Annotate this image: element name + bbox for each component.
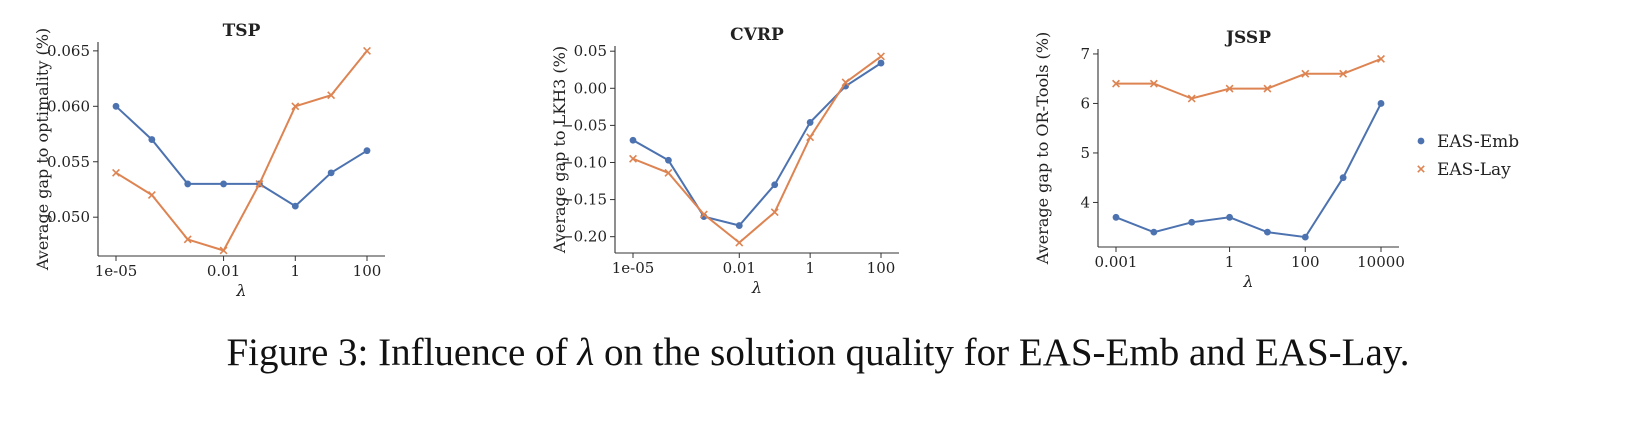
tsp-y-tick-label: 0.065: [47, 42, 90, 60]
tsp-title: TSP: [223, 21, 261, 41]
tsp-emb-point: [291, 202, 299, 210]
tsp-emb-point: [148, 136, 156, 143]
cvrp-lay-line: [632, 55, 882, 244]
cvrp-lay-point: [699, 210, 708, 219]
jssp-emb-point: [1377, 100, 1385, 107]
cvrp-y-tick-label: 0.00: [574, 79, 607, 97]
tsp-y-tick-label: 0.060: [47, 97, 90, 115]
cvrp-title: CVRP: [730, 25, 784, 45]
cvrp-lay-point: [664, 168, 673, 177]
jssp-emb-point: [1226, 213, 1233, 221]
cvrp-lay-point: [770, 208, 779, 217]
tsp-lay-point: [219, 246, 228, 255]
tsp-y-tick-label: 0.050: [47, 208, 90, 226]
cvrp-lay-point: [877, 52, 885, 61]
cvrp-emb-point: [735, 222, 743, 229]
tsp-x-label: λ: [235, 281, 246, 300]
legend-label: EAS-Lay: [1437, 160, 1511, 180]
tsp-panel: 1e-05 0.01 1 100 0.050 0.055 0.060 0.065 TSP λ Ave…: [33, 21, 385, 300]
jssp-lay-point: [1225, 84, 1234, 93]
jssp-y-tick-label: 6: [1080, 94, 1090, 112]
tsp-lay-point: [183, 235, 192, 244]
tsp-lay-point: [291, 102, 300, 111]
jssp-lay-point: [1112, 79, 1120, 88]
cvrp-lay-point: [629, 154, 637, 163]
figure-caption: Figure 3: Influence of λ on the solution…: [0, 330, 1636, 375]
cvrp-y-tick-label: −0.05: [561, 116, 607, 134]
jssp-emb-point: [1264, 228, 1271, 236]
legend-marker-emb: [1417, 137, 1425, 145]
tsp-y-label: Average gap to optimality (%): [33, 28, 52, 271]
legend-marker-lay: [1417, 165, 1425, 173]
jssp-y-tick-label: 4: [1080, 193, 1090, 211]
jssp-panel: 0.001 1 100 10000 4 5 6 7 JSSP λ Average gap to OR…: [1033, 28, 1405, 291]
caption-prefix: Figure 3: Influence of: [226, 331, 578, 374]
cvrp-x-tick-label: 1: [805, 259, 815, 277]
tsp-lay-point: [112, 168, 120, 177]
jssp-x-tick-label: 10000: [1357, 253, 1405, 271]
jssp-title: JSSP: [1224, 28, 1271, 48]
cvrp-lay-point: [735, 238, 744, 247]
jssp-lay-line: [1116, 57, 1382, 100]
cvrp-x-tick-label: 100: [867, 259, 896, 277]
jssp-emb-point: [1301, 233, 1309, 241]
jssp-y-tick-label: 5: [1080, 144, 1090, 162]
tsp-y-tick-label: 0.055: [47, 153, 90, 171]
cvrp-y-label: Average gap to LKH3 (%): [550, 46, 569, 254]
figure-plots: 1e-05 0.01 1 1000.0500.0550.0600.065TSPλAve…: [33, 21, 1519, 300]
tsp-x-tick-label: 1: [291, 262, 301, 280]
tsp-x-tick-label: 1e-05: [95, 262, 138, 280]
cvrp-y-tick-label: −0.10: [561, 153, 607, 171]
tsp-lay-point: [363, 46, 371, 55]
cvrp-lay-point: [806, 133, 815, 142]
tsp-emb-point: [327, 169, 335, 177]
cvrp-emb-point: [877, 59, 885, 67]
jssp-emb-line: [1115, 102, 1382, 239]
jssp-lay-point: [1187, 94, 1196, 103]
cvrp-x-label: λ: [751, 278, 762, 297]
tsp-emb-point: [112, 102, 120, 110]
cvrp-emb-point: [665, 156, 672, 164]
jssp-lay-point: [1263, 84, 1272, 93]
jssp-emb-point: [1339, 174, 1347, 182]
tsp-emb-point: [220, 180, 227, 188]
tsp-lay-point: [327, 91, 336, 100]
jssp-x-tick-label: 1: [1225, 253, 1235, 271]
jssp-x-label: λ: [1242, 272, 1253, 291]
cvrp-emb-point: [629, 136, 637, 144]
tsp-emb-point: [184, 180, 192, 188]
jssp-emb-point: [1150, 228, 1158, 236]
jssp-lay-point: [1339, 69, 1348, 78]
tsp-x-tick-label: 0.01: [207, 262, 240, 280]
jssp-emb-point: [1112, 213, 1120, 221]
cvrp-emb-point: [771, 181, 779, 189]
jssp-y-tick-label: 7: [1080, 45, 1090, 63]
cvrp-x-tick-label: 1e-05: [612, 259, 655, 277]
caption-lambda-symbol: λ: [577, 331, 595, 374]
legend-label: EAS-Emb: [1437, 132, 1519, 152]
tsp-emb-point: [363, 147, 371, 155]
cvrp-y-tick-label: −0.15: [561, 191, 607, 209]
jssp-lay-point: [1377, 54, 1385, 63]
tsp-lay-line: [115, 50, 368, 252]
jssp-emb-point: [1188, 218, 1196, 226]
cvrp-panel: 1e-05 0.01 1 100 −0.20 −0.15 −0.10 −0.05 0.00 0.0…: [550, 25, 899, 297]
jssp-y-label: Average gap to OR-Tools (%): [1033, 32, 1052, 265]
cvrp-x-tick-label: 0.01: [723, 259, 756, 277]
caption-suffix: on the solution quality for EAS-Emb and …: [594, 331, 1410, 374]
legend: EAS-Emb EAS-Lay: [1417, 132, 1519, 180]
tsp-x-tick-label: 100: [353, 262, 382, 280]
tsp-emb-line: [115, 105, 368, 208]
cvrp-y-tick-label: 0.05: [574, 42, 607, 60]
cvrp-lay-point: [841, 78, 850, 87]
cvrp-emb-point: [806, 119, 814, 126]
tsp-lay-point: [147, 191, 156, 199]
tsp-lay-point: [255, 179, 264, 188]
jssp-x-tick-label: 100: [1291, 253, 1320, 271]
jssp-lay-point: [1301, 69, 1310, 78]
jssp-x-tick-label: 0.001: [1095, 253, 1138, 271]
jssp-lay-point: [1149, 79, 1158, 88]
cvrp-y-tick-label: −0.20: [561, 228, 607, 246]
